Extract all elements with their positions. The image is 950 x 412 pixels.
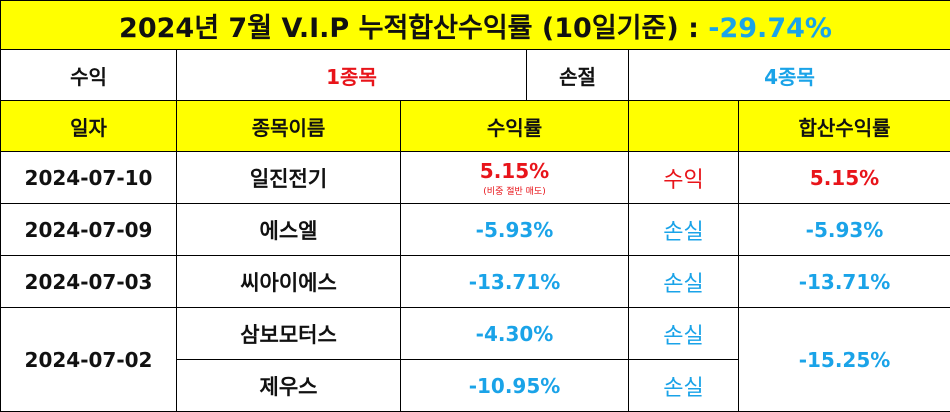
loss-count: 4종목 (629, 50, 950, 101)
row-date: 2024-07-09 (1, 204, 177, 256)
row-status: 손실 (629, 256, 739, 308)
row-combined: -15.25% (739, 308, 950, 412)
table-row: 2024-07-09 에스엘 -5.93% 손실 -5.93% (1, 204, 950, 256)
row-date: 2024-07-03 (1, 256, 177, 308)
row-combined: 5.15% (739, 152, 950, 204)
row-return: 5.15% (401, 159, 628, 183)
row-status: 손실 (629, 308, 739, 360)
row-name: 제우스 (177, 360, 401, 412)
row-status: 손실 (629, 204, 739, 256)
table-row: 2024-07-10 일진전기 5.15% (비중 절반 매도) 수익 5.15… (1, 152, 950, 204)
row-date: 2024-07-02 (1, 308, 177, 412)
header-name: 종목이름 (177, 101, 401, 152)
row-name: 에스엘 (177, 204, 401, 256)
row-return: -10.95% (401, 360, 629, 412)
loss-label: 손절 (527, 50, 629, 101)
row-status: 손실 (629, 360, 739, 412)
profit-label: 수익 (1, 50, 177, 101)
row-combined: -13.71% (739, 256, 950, 308)
row-status: 수익 (629, 152, 739, 204)
report-title-text: 2024년 7월 V.I.P 누적합산수익률 (10일기준) : (119, 13, 699, 44)
table-row: 2024-07-02 삼보모터스 -4.30% 손실 -15.25% (1, 308, 950, 360)
row-return-cell: 5.15% (비중 절반 매도) (401, 152, 629, 204)
profit-count: 1종목 (177, 50, 527, 101)
row-return: -5.93% (401, 204, 629, 256)
row-name: 씨아이에스 (177, 256, 401, 308)
row-combined: -5.93% (739, 204, 950, 256)
row-name: 삼보모터스 (177, 308, 401, 360)
row-name: 일진전기 (177, 152, 401, 204)
header-return: 수익률 (401, 101, 629, 152)
header-combined: 합산수익률 (739, 101, 950, 152)
report-title: 2024년 7월 V.I.P 누적합산수익률 (10일기준) : -29.74% (1, 1, 950, 50)
header-date: 일자 (1, 101, 177, 152)
row-return: -4.30% (401, 308, 629, 360)
row-date: 2024-07-10 (1, 152, 177, 204)
header-status (629, 101, 739, 152)
table-row: 2024-07-03 씨아이에스 -13.71% 손실 -13.71% (1, 256, 950, 308)
row-return: -13.71% (401, 256, 629, 308)
total-return: -29.74% (708, 13, 832, 44)
row-note: (비중 절반 매도) (401, 184, 628, 197)
